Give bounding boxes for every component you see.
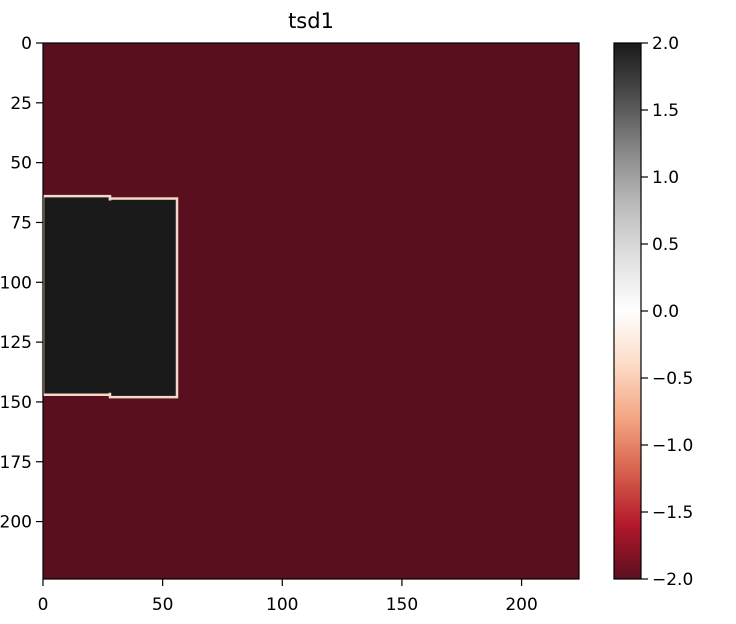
y-tick-label: 75	[10, 213, 32, 233]
colorbar-tick-label: 1.5	[652, 101, 679, 121]
y-tick-label: 0	[21, 34, 32, 54]
region-seam-fill	[108, 200, 112, 393]
chart-title: tsd1	[288, 9, 334, 33]
colorbar-tick-label: 2.0	[652, 34, 679, 54]
colorbar-tick-label: 0.5	[652, 235, 679, 255]
y-tick-label: 200	[0, 513, 32, 533]
x-tick-label: 200	[505, 595, 537, 615]
x-axis: 0 50 100 150 200	[38, 579, 538, 615]
colorbar-tick-label: −1.0	[652, 436, 693, 456]
colorbar-tick-label: 0.0	[652, 302, 679, 322]
heatmap-region	[108, 197, 179, 399]
y-tick-label: 25	[10, 94, 32, 114]
x-tick-label: 150	[386, 595, 418, 615]
colorbar-tick-label: 1.0	[652, 168, 679, 188]
x-tick-label: 0	[38, 595, 49, 615]
y-tick-label: 175	[0, 453, 32, 473]
colorbar-tick-label: −1.5	[652, 503, 693, 523]
heatmap-region	[41, 194, 112, 396]
plot-area	[41, 42, 580, 580]
colorbar-tick-label: −2.0	[652, 570, 693, 590]
y-tick-label: 100	[0, 273, 32, 293]
y-tick-label: 50	[10, 154, 32, 174]
y-tick-label: 125	[0, 333, 32, 353]
y-axis: 0 25 50 75 100 125 150 175 200	[0, 34, 43, 533]
x-tick-label: 50	[152, 595, 174, 615]
colorbar: 2.0 1.5 1.0 0.5 0.0 −0.5 −1.0 −1.5 −2.0	[613, 34, 693, 590]
y-tick-label: 150	[0, 393, 32, 413]
plot-frame	[42, 42, 580, 580]
colorbar-tick-label: −0.5	[652, 369, 693, 389]
colorbar-gradient	[613, 42, 642, 580]
x-tick-label: 100	[266, 595, 298, 615]
